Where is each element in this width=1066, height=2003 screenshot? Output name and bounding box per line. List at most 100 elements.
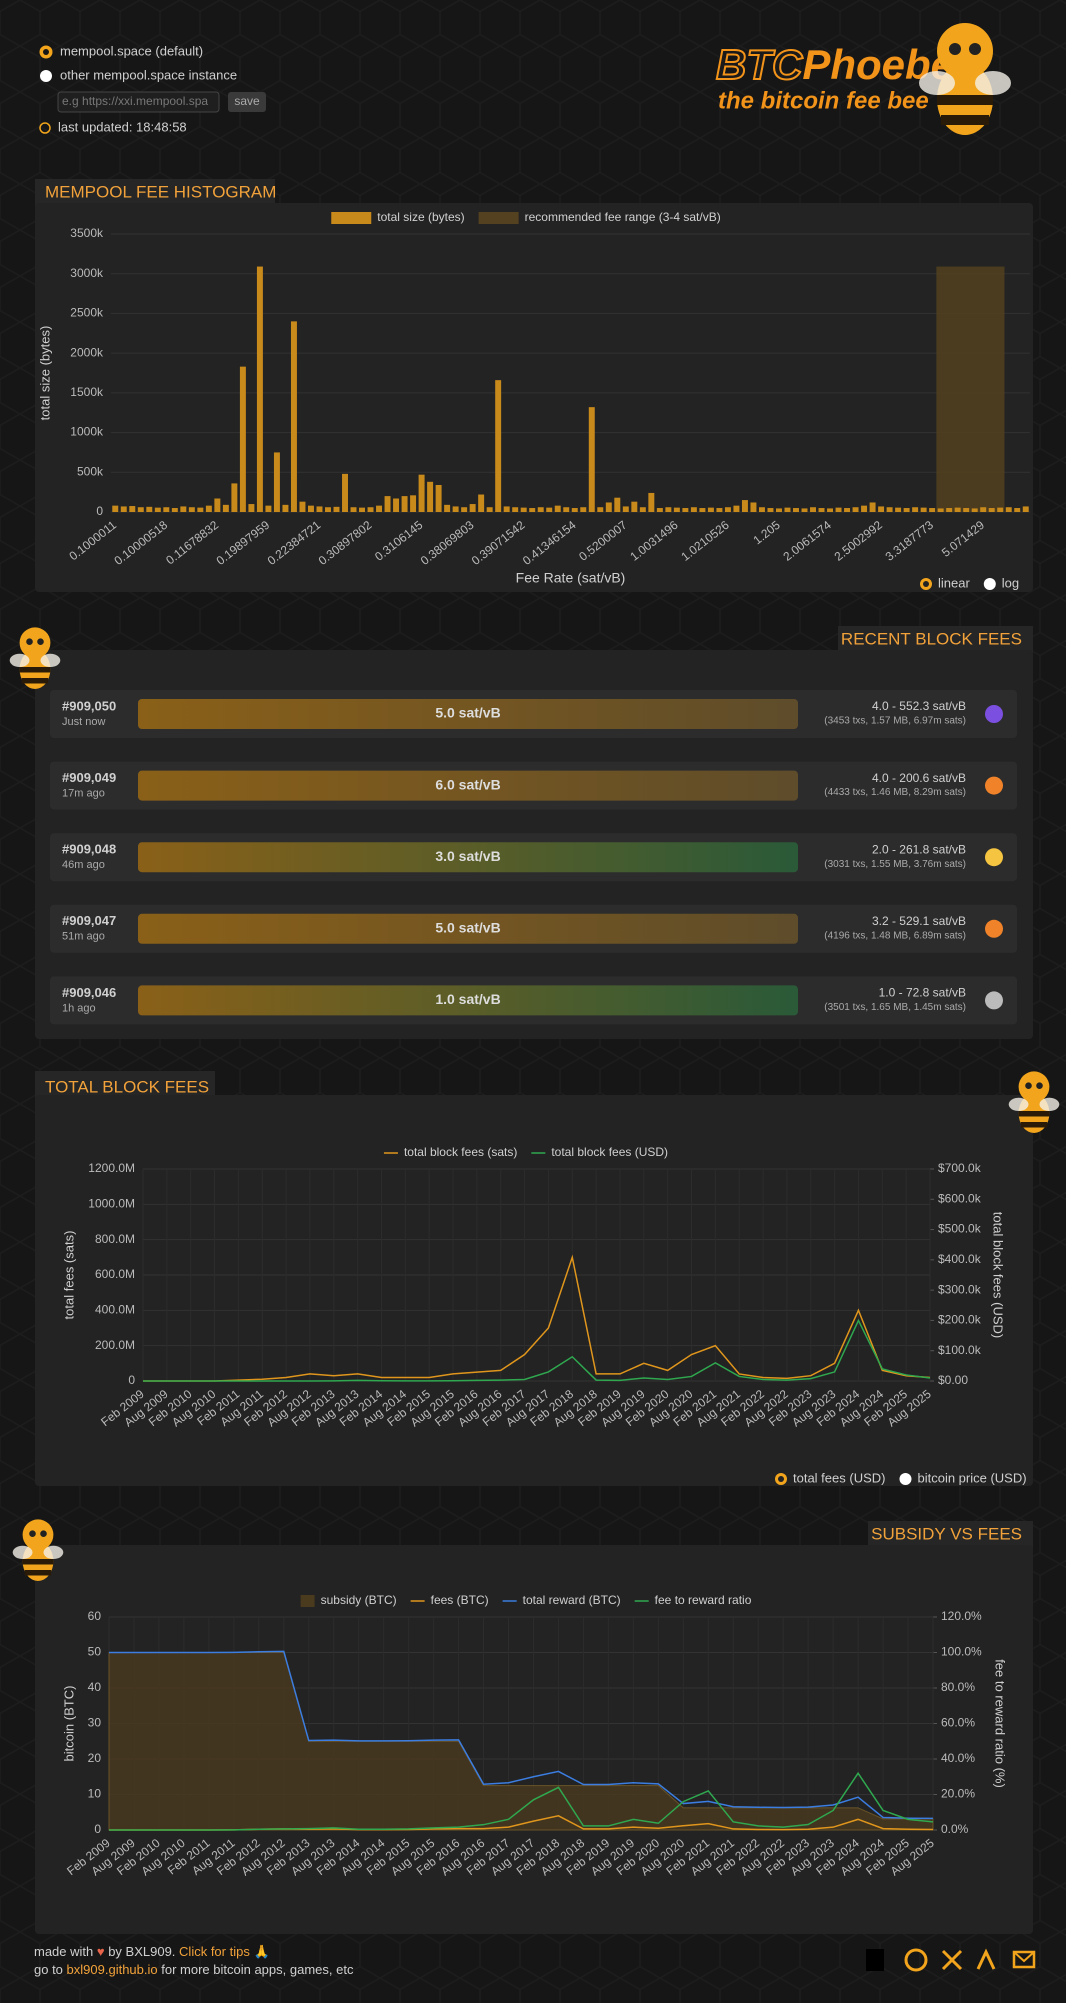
- bar: [171, 508, 178, 512]
- bar: [673, 507, 680, 512]
- legend-label: recommended fee range (3-4 sat/vB): [525, 210, 721, 224]
- pool-icon: [985, 848, 1003, 867]
- bar: [741, 500, 748, 512]
- block-height: #909,049: [62, 770, 116, 785]
- radio-dot: [43, 49, 49, 55]
- line: [143, 1254, 931, 1382]
- logo-btc: BTC: [716, 41, 803, 88]
- panel: [35, 203, 1033, 592]
- bar: [265, 505, 272, 512]
- bar: [282, 504, 289, 512]
- bar: [299, 501, 306, 512]
- pool-icon: [985, 919, 1003, 938]
- url-input[interactable]: [57, 91, 220, 113]
- toggle-label[interactable]: linear: [938, 575, 970, 590]
- legend-swatch: [478, 212, 519, 224]
- footer-text: for more bitcoin apps, games, etc: [161, 1962, 354, 1977]
- y-tick-label: 60: [88, 1609, 102, 1623]
- bar: [980, 507, 987, 512]
- bar: [963, 508, 970, 512]
- bar: [197, 507, 204, 512]
- toggle-label[interactable]: bitcoin price (USD): [917, 1470, 1026, 1485]
- bar: [316, 506, 323, 512]
- bar: [290, 321, 297, 512]
- fee-range: 2.0 - 261.8 sat/vB: [872, 842, 966, 856]
- median-fee: 5.0 sat/vB: [435, 705, 500, 721]
- bar: [529, 508, 536, 512]
- y-tick-label: 50: [88, 1645, 102, 1659]
- option[interactable]: mempool.space (default): [60, 43, 203, 58]
- bar: [256, 266, 263, 512]
- x-axis-title: Fee Rate (sat/vB): [516, 570, 626, 586]
- option[interactable]: other mempool.space instance: [60, 67, 237, 82]
- github-icon[interactable]: [904, 1948, 928, 1972]
- bar: [469, 504, 476, 512]
- mail-icon[interactable]: [1012, 1950, 1036, 1969]
- y2-tick-label: 0.0%: [941, 1822, 969, 1836]
- fee-bar: [138, 770, 798, 801]
- radio[interactable]: [899, 1473, 912, 1485]
- block-details: (4196 txs, 1.48 MB, 6.89m sats): [824, 930, 966, 941]
- bar: [393, 498, 400, 512]
- site-link[interactable]: bxl909.github.io: [67, 1962, 158, 1977]
- bar: [920, 507, 927, 512]
- x-icon[interactable]: [941, 1949, 963, 1971]
- bar: [563, 507, 570, 512]
- tips-link[interactable]: Click for tips 🙏: [179, 1944, 270, 1959]
- panel-title: RECENT BLOCK FEES: [841, 629, 1022, 648]
- panel-title: MEMPOOL FEE HISTOGRAM: [45, 182, 276, 201]
- app-icon[interactable]: [866, 1949, 884, 1971]
- bar: [639, 507, 646, 512]
- save-button[interactable]: [228, 92, 266, 112]
- radio[interactable]: [40, 70, 52, 82]
- bar: [971, 508, 978, 512]
- bar: [537, 507, 544, 512]
- legend-label: subsidy (BTC): [321, 1593, 397, 1607]
- block-age: 1h ago: [62, 1002, 96, 1014]
- y-tick-label: 800.0M: [95, 1232, 135, 1246]
- panel-tab: [35, 1071, 215, 1099]
- y-axis-title: total fees (sats): [61, 1231, 76, 1320]
- placeholder: e.g https://xxi.mempool.spa: [62, 94, 208, 108]
- bar: [988, 508, 995, 512]
- y2-tick-label: $100.0k: [938, 1343, 982, 1357]
- y-axis-title: bitcoin (BTC): [61, 1686, 76, 1762]
- fee-bar: [138, 913, 798, 944]
- bar: [827, 508, 834, 512]
- bar: [801, 508, 808, 512]
- toggle-label[interactable]: total fees (USD): [793, 1470, 885, 1485]
- bar: [120, 506, 127, 512]
- y-tick-label: 2000k: [70, 345, 104, 359]
- bar: [273, 452, 280, 512]
- bar: [810, 507, 816, 512]
- toggle-label[interactable]: log: [1002, 575, 1019, 590]
- radio[interactable]: [983, 578, 996, 590]
- bar: [495, 380, 502, 512]
- bar: [716, 508, 723, 512]
- y-tick-label: 1200.0M: [88, 1161, 135, 1175]
- bar: [180, 506, 187, 512]
- y2-tick-label: 40.0%: [941, 1751, 975, 1765]
- legend-label: fees (BTC): [431, 1593, 489, 1607]
- bar: [418, 474, 425, 512]
- block-height: #909,048: [62, 842, 116, 857]
- legend-label: total block fees (USD): [551, 1145, 668, 1159]
- y2-tick-label: 20.0%: [941, 1787, 975, 1801]
- bar: [325, 507, 331, 512]
- bar: [912, 507, 919, 512]
- bar: [520, 507, 527, 512]
- logo: BTCPhoebe: [716, 41, 954, 88]
- bar: [844, 508, 851, 512]
- legend: total size (bytes) recommended fee range …: [331, 210, 721, 224]
- bar: [648, 492, 655, 512]
- bar: [767, 508, 774, 512]
- y2-tick-label: 60.0%: [941, 1716, 975, 1730]
- block-details: (3453 txs, 1.57 MB, 6.97m sats): [824, 716, 966, 727]
- median-fee: 5.0 sat/vB: [435, 920, 500, 936]
- bar: [231, 483, 238, 512]
- bar: [154, 507, 161, 512]
- bar: [307, 505, 314, 512]
- fee-range: 4.0 - 200.6 sat/vB: [872, 771, 966, 785]
- nostr-icon[interactable]: [976, 1948, 996, 1970]
- line: [109, 1650, 934, 1820]
